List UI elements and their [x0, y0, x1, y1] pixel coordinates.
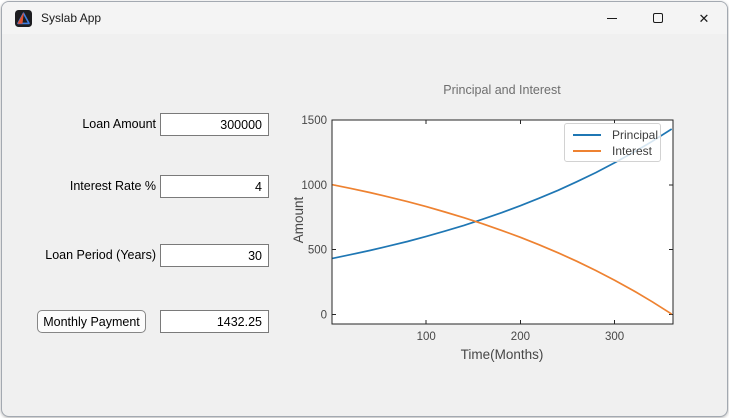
plot-border: [331, 119, 674, 325]
loan-amount-input[interactable]: [160, 113, 269, 136]
minimize-button[interactable]: [589, 2, 635, 34]
loan-chart: 100 200 300 0 500 1000 1500 Principal and Inte…: [287, 62, 717, 382]
maximize-button[interactable]: [635, 2, 681, 34]
loan-period-label: Loan Period (Years): [45, 248, 156, 262]
loan-amount-label: Loan Amount: [82, 117, 156, 131]
y-tick-label: 1500: [301, 115, 327, 127]
monthly-payment-button[interactable]: Monthly Payment: [37, 310, 146, 333]
chart-dynamic: 100 200 300 0 500 1000 1500: [301, 115, 673, 343]
legend-line-swatch: [573, 134, 601, 136]
x-tick-label: 200: [511, 331, 530, 343]
maximize-icon: [653, 13, 663, 23]
series-line-principal: [332, 128, 672, 260]
chart-title: Principal and Interest: [443, 83, 561, 97]
minimize-icon: [607, 17, 617, 19]
close-icon: ✕: [698, 10, 710, 26]
y-axis-label: Amount: [291, 196, 306, 243]
title-bar[interactable]: Syslab App ✕: [2, 2, 727, 34]
legend-label: Principal: [612, 128, 659, 142]
syslab-logo-icon: [15, 9, 32, 27]
close-button[interactable]: ✕: [681, 2, 727, 34]
legend-label: Interest: [612, 144, 653, 158]
chart-svg: 100 200 300 0 500 1000 1500 Principal and Inte…: [291, 83, 674, 362]
window-title: Syslab App: [41, 11, 102, 25]
interest-rate-label: Interest Rate %: [69, 179, 156, 193]
legend-line-swatch: [573, 150, 601, 152]
y-tick-label: 1000: [301, 180, 327, 192]
legend-item-principal: Principal: [573, 127, 660, 143]
series-line-interest: [332, 183, 672, 315]
monthly-payment-output[interactable]: [160, 310, 269, 333]
interest-rate-input[interactable]: [160, 175, 269, 198]
chart-legend: Principal Interest: [564, 123, 661, 162]
x-tick-label: 300: [605, 331, 624, 343]
window-controls: ✕: [589, 2, 727, 34]
y-tick-label: 0: [321, 309, 327, 321]
x-axis-label: Time(Months): [461, 347, 544, 362]
loan-period-input[interactable]: [160, 244, 269, 267]
legend-item-interest: Interest: [573, 143, 660, 159]
x-tick-label: 100: [417, 331, 436, 343]
y-tick-label: 500: [308, 245, 327, 257]
